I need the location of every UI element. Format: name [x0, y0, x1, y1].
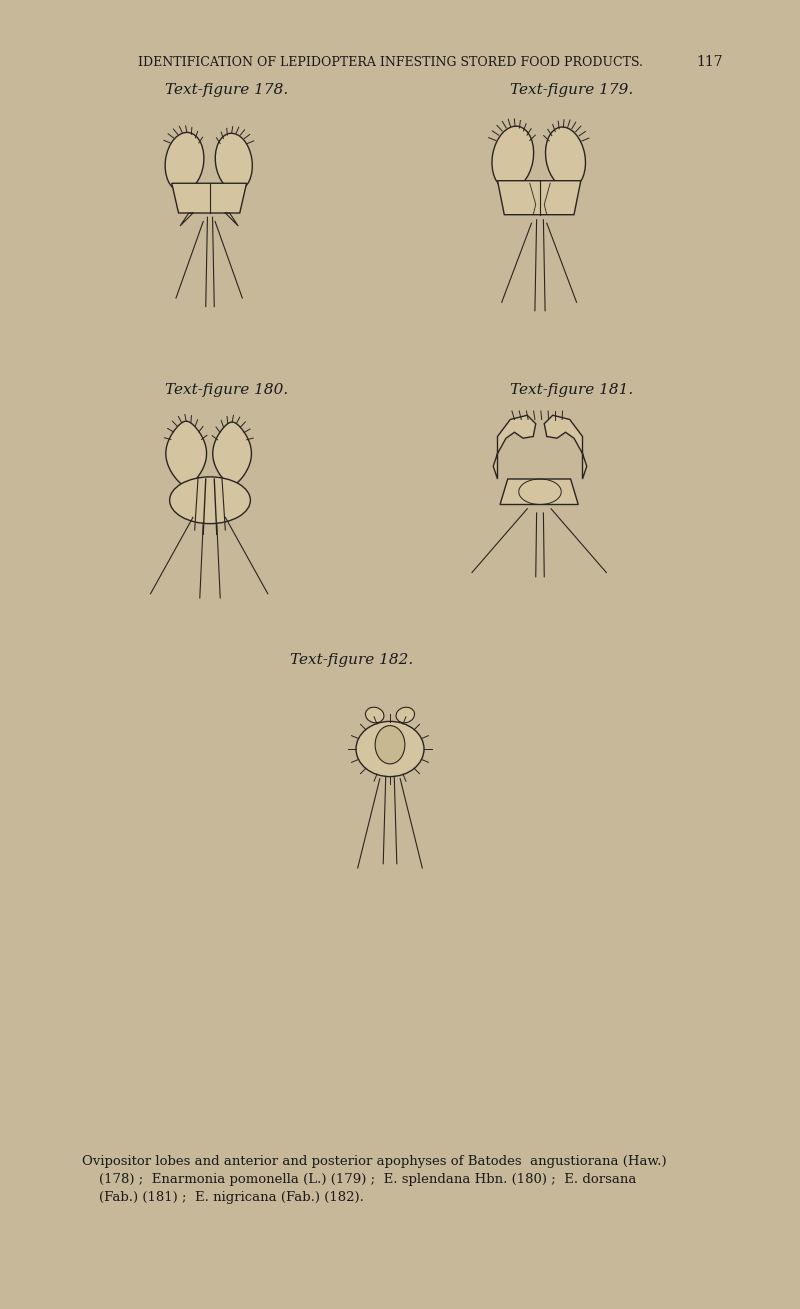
Polygon shape	[544, 415, 586, 479]
Text: Text-figure 178.: Text-figure 178.	[165, 82, 288, 97]
Ellipse shape	[546, 127, 586, 188]
Ellipse shape	[356, 721, 424, 776]
Text: (Fab.) (181) ;  E. nigricana (Fab.) (182).: (Fab.) (181) ; E. nigricana (Fab.) (182)…	[82, 1191, 364, 1204]
Polygon shape	[498, 181, 581, 215]
Polygon shape	[213, 421, 251, 484]
Ellipse shape	[165, 132, 204, 191]
Text: Text-figure 182.: Text-figure 182.	[290, 653, 414, 668]
Ellipse shape	[375, 725, 405, 764]
Text: Ovipositor lobes and anterior and posterior apophyses of Batodes  angustiorana (: Ovipositor lobes and anterior and poster…	[82, 1155, 666, 1168]
Text: IDENTIFICATION OF LEPIDOPTERA INFESTING STORED FOOD PRODUCTS.: IDENTIFICATION OF LEPIDOPTERA INFESTING …	[138, 55, 642, 68]
Ellipse shape	[366, 707, 384, 723]
Text: 117: 117	[697, 55, 723, 69]
Polygon shape	[166, 421, 206, 486]
Text: Text-figure 181.: Text-figure 181.	[510, 384, 634, 397]
Text: (178) ;  Enarmonia pomonella (L.) (179) ;  E. splendana Hbn. (180) ;  E. dorsana: (178) ; Enarmonia pomonella (L.) (179) ;…	[82, 1173, 636, 1186]
Ellipse shape	[170, 476, 250, 524]
Polygon shape	[500, 479, 578, 504]
Ellipse shape	[215, 134, 252, 191]
Text: Text-figure 179.: Text-figure 179.	[510, 82, 634, 97]
Ellipse shape	[492, 126, 534, 190]
Text: Text-figure 180.: Text-figure 180.	[165, 384, 288, 397]
Polygon shape	[172, 183, 246, 213]
Polygon shape	[494, 415, 536, 479]
Ellipse shape	[396, 707, 414, 723]
